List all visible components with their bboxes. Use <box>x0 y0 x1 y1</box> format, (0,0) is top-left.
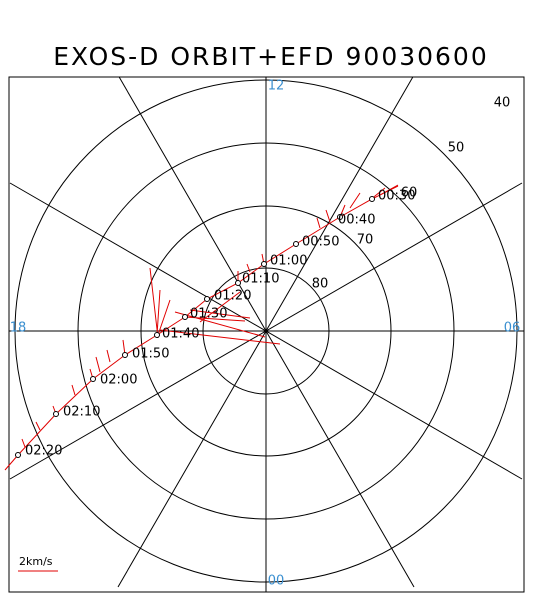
latitude-label: 70 <box>357 233 374 248</box>
time-label: 02:10 <box>63 405 100 420</box>
latitude-label: 80 <box>312 277 329 292</box>
time-label: 01:20 <box>214 289 251 304</box>
orbit-points <box>15 196 375 458</box>
time-label: 00:50 <box>302 235 339 250</box>
time-label: 01:30 <box>190 307 227 322</box>
polar-grid <box>9 77 524 592</box>
chart-title: EXOS-D ORBIT+EFD 90030600 <box>53 42 489 71</box>
time-label: 02:20 <box>25 444 62 459</box>
local-time-label: 00 <box>268 574 285 589</box>
time-label: 00:30 <box>378 189 415 204</box>
local-time-label: 12 <box>268 79 285 94</box>
latitude-label: 40 <box>494 96 511 111</box>
field-vectors <box>4 184 399 572</box>
latitude-label: 50 <box>448 141 465 156</box>
scale-label: 2km/s <box>19 555 53 568</box>
time-label: 01:10 <box>242 272 279 287</box>
time-label: 01:50 <box>132 347 169 362</box>
time-label: 02:00 <box>100 373 137 388</box>
local-time-label: 06 <box>504 321 521 336</box>
time-label: 01:00 <box>270 254 307 269</box>
local-time-label: 18 <box>10 321 27 336</box>
time-label: 01:40 <box>162 327 199 342</box>
latitude-label: 60 <box>401 186 418 201</box>
time-label: 00:40 <box>338 213 375 228</box>
